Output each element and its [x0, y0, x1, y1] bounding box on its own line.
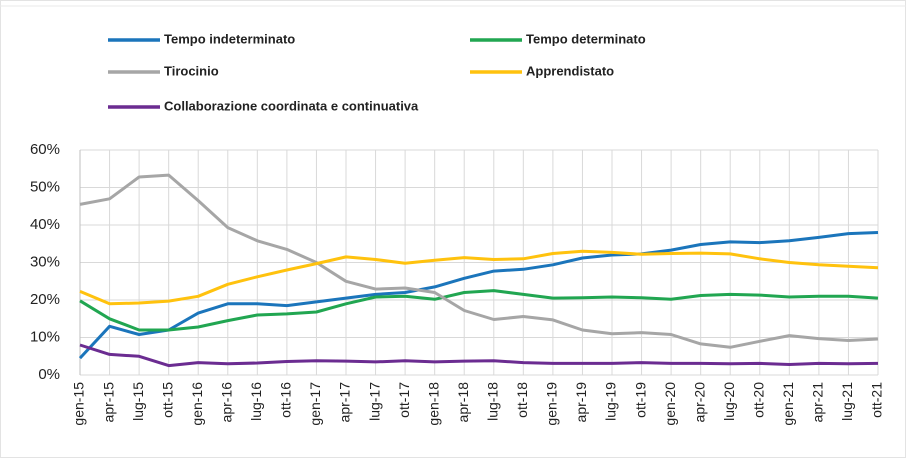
x-tick-label: gen-20	[662, 382, 678, 426]
x-tick-label: gen-15	[71, 382, 87, 426]
x-tick-label: apr-18	[455, 382, 471, 423]
x-tick-label: apr-17	[337, 382, 353, 423]
x-tick-label: lug-16	[248, 382, 264, 421]
series-line	[79, 289, 879, 332]
x-tick-label: apr-21	[810, 382, 826, 423]
x-tick-label: ott-21	[869, 382, 885, 418]
series-line	[78, 231, 879, 360]
legend-label: Tirocinio	[164, 63, 219, 78]
series-line	[79, 343, 879, 368]
x-tick-label: gen-16	[189, 382, 205, 426]
x-tick-label: ott-20	[750, 382, 766, 418]
y-tick-label: 10%	[30, 328, 60, 345]
x-tick-label: apr-20	[691, 382, 707, 423]
x-tick-label: gen-21	[780, 382, 796, 426]
x-tick-label: lug-17	[366, 382, 382, 421]
y-tick-label: 40%	[30, 216, 60, 233]
series-line	[79, 173, 879, 349]
x-tick-label: gen-18	[425, 382, 441, 426]
y-tick-label: 60%	[30, 141, 60, 158]
legend-label: Tempo determinato	[526, 31, 646, 46]
x-tick-label: lug-20	[721, 382, 737, 421]
x-tick-label: apr-16	[218, 382, 234, 423]
legend-label: Collaborazione coordinata e continuativa	[164, 98, 419, 113]
x-tick-label: gen-19	[544, 382, 560, 426]
x-tick-label: lug-21	[839, 382, 855, 421]
x-tick-label: ott-15	[159, 382, 175, 418]
legend-label: Apprendistato	[526, 63, 614, 78]
x-tick-label: ott-18	[514, 382, 530, 418]
x-tick-label: lug-19	[603, 382, 619, 421]
y-tick-label: 30%	[30, 253, 60, 270]
x-tick-label: ott-17	[396, 382, 412, 418]
y-tick-label: 0%	[38, 366, 60, 383]
x-tick-label: lug-18	[484, 382, 500, 421]
legend-label: Tempo indeterminato	[164, 31, 295, 46]
x-tick-label: gen-17	[307, 382, 323, 426]
x-tick-label: ott-16	[278, 382, 294, 418]
x-tick-label: apr-19	[573, 382, 589, 423]
y-tick-label: 50%	[30, 178, 60, 195]
series-line	[79, 249, 879, 306]
x-tick-label: apr-15	[100, 382, 116, 423]
x-tick-label: lug-15	[130, 382, 146, 421]
y-tick-label: 20%	[30, 291, 60, 308]
x-tick-label: ott-19	[632, 382, 648, 418]
